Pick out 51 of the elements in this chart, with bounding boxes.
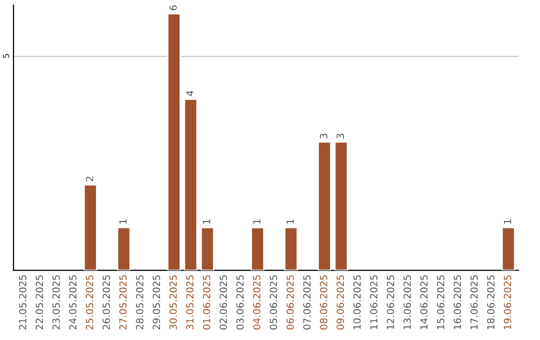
data-label: 3 (336, 134, 344, 138)
x-tick-label: 23.05.2025 (52, 275, 60, 330)
bar (83, 184, 98, 270)
x-tick-label: 05.06.2025 (270, 275, 278, 330)
data-label: 3 (320, 134, 328, 138)
bar (116, 226, 131, 270)
data-label: 1 (286, 219, 294, 224)
bar (184, 98, 198, 270)
data-label: 1 (203, 219, 210, 224)
x-tick-label: 09.06.2025 (336, 275, 344, 330)
data-label: 6 (169, 5, 177, 10)
data-label: 4 (186, 90, 194, 96)
x-tick-label: 31.05.2025 (186, 275, 194, 330)
x-tick-label: 28.05.2025 (136, 275, 144, 330)
x-tick-label: 19.06.2025 (504, 275, 512, 330)
bar (501, 226, 516, 270)
x-tick-label: 22.05.2025 (36, 275, 44, 330)
data-label: 2 (86, 176, 94, 182)
x-tick-label: 04.06.2025 (253, 275, 260, 330)
x-tick-label: 08.06.2025 (320, 275, 328, 330)
x-tick-label: 06.06.2025 (286, 275, 294, 330)
x-tick-label: 03.06.2025 (236, 275, 244, 330)
x-tick-label: 24.05.2025 (69, 275, 77, 330)
x-tick-label: 11.06.2025 (370, 275, 378, 330)
x-tick-label: 13.06.2025 (404, 275, 411, 330)
x-tick-label: 27.05.2025 (119, 275, 127, 330)
x-tick-label: 25.05.2025 (86, 275, 94, 330)
x-tick-label: 12.06.2025 (386, 275, 394, 330)
x-tick-label: 15.06.2025 (436, 275, 444, 330)
x-tick-label: 10.06.2025 (353, 275, 361, 330)
bar (200, 226, 214, 270)
data-label: 1 (253, 219, 260, 224)
x-tick-label: 29.05.2025 (152, 275, 160, 330)
x-tick-label: 18.06.2025 (487, 275, 494, 330)
data-label: 1 (504, 219, 512, 224)
x-tick-label: 16.06.2025 (454, 275, 462, 330)
data-label: 1 (119, 219, 127, 224)
bar (284, 226, 298, 270)
bar (167, 12, 181, 270)
x-tick-label: 07.06.2025 (303, 275, 311, 330)
x-tick-label: 26.05.2025 (102, 275, 110, 330)
x-tick-label: 01.06.2025 (202, 275, 210, 330)
x-tick-label: 17.06.2025 (470, 275, 478, 330)
y-tick-label: 5 (2, 54, 10, 58)
bar (318, 141, 332, 270)
x-tick-label: 14.06.2025 (420, 275, 428, 330)
x-tick-label: 02.06.2025 (220, 275, 227, 330)
bar (250, 226, 265, 270)
x-tick-label: 21.05.2025 (19, 275, 26, 330)
x-tick-label: 30.05.2025 (169, 275, 177, 330)
bar (334, 141, 348, 270)
